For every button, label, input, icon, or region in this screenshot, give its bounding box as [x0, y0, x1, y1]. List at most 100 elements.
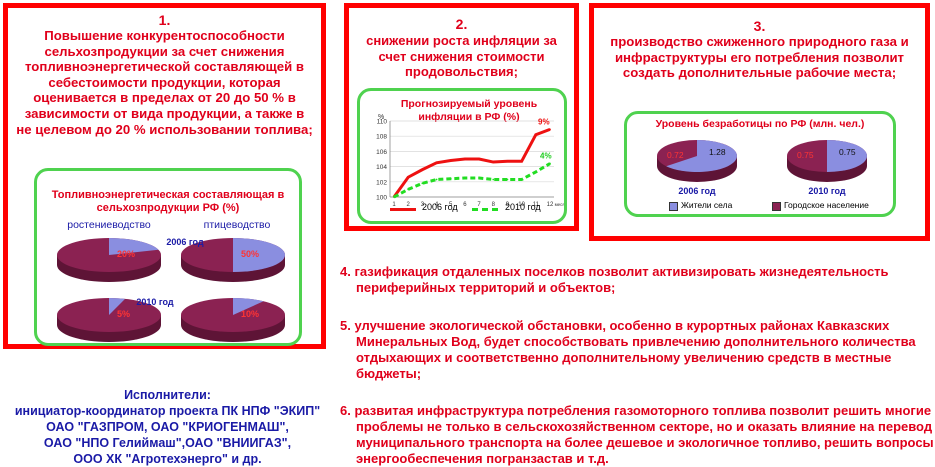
- panel-3-pies: 1.28 0.72 0.75 0.75: [657, 140, 867, 182]
- x-axis-unit-label: месяц: [555, 202, 564, 207]
- label-4-percent: 4%: [540, 152, 552, 161]
- panel-2-text: снижении роста инфляции за счет снижения…: [366, 33, 557, 79]
- legend-2010-label: 2010 год: [505, 202, 541, 212]
- pie-p1-0-label: 20%: [117, 249, 135, 259]
- series-point-0: [478, 158, 480, 160]
- panel-1-pies: 20% 50% 5% 10%: [57, 238, 285, 342]
- pie-p3-0: 1.28 0.72: [657, 140, 737, 182]
- pie-p1-3-label: 10%: [241, 309, 259, 319]
- series-point-1: [449, 177, 452, 180]
- series-point-1: [534, 171, 537, 173]
- pie-p3-0-village-value: 1.28: [709, 147, 726, 157]
- x-tick-label: 4: [435, 202, 439, 208]
- year-2006-label-p1: 2006 год: [166, 237, 204, 247]
- panel-1-text: Повышение конкурентоспособности сельхозп…: [16, 28, 313, 137]
- pie-p3-1-village-value: 0.75: [839, 147, 856, 157]
- y-tick-label: 108: [376, 134, 387, 141]
- y-tick-label: 106: [376, 149, 387, 156]
- pie-p1-1-label: 50%: [241, 249, 259, 259]
- panel-2-number: 2.: [455, 16, 468, 32]
- series-point-1: [421, 182, 424, 185]
- point-5: 5. улучшение экологической обстановки, о…: [340, 318, 916, 381]
- series-line-0: [392, 127, 551, 198]
- series-point-0: [492, 161, 495, 163]
- point-6: 6. развитая инфраструктура потребления г…: [340, 403, 934, 466]
- panel-3-number: 3.: [753, 18, 766, 34]
- panel-1-chart: Топливноэнергетическая составляющая в се…: [34, 168, 302, 346]
- x-tick-label: 9: [506, 202, 510, 208]
- legend-2010-swatch: [472, 208, 498, 211]
- executors-title: Исполнители:: [124, 388, 211, 402]
- series-line-1: [393, 162, 551, 199]
- series-point-0: [407, 176, 410, 179]
- series-point-0: [421, 168, 424, 171]
- series-point-1: [492, 178, 495, 181]
- pie-p1-1-slice: [233, 238, 285, 272]
- series-point-0: [549, 128, 551, 131]
- x-tick-label: 7: [477, 202, 481, 208]
- panel-3-chart: Уровень безработицы по РФ (млн. чел.) 1.…: [624, 111, 896, 217]
- series-point-0: [506, 160, 509, 163]
- year-2006-label-p3: 2006 год: [678, 186, 716, 196]
- series-point-0: [464, 158, 466, 160]
- pie-p1-2: 5%: [57, 298, 161, 342]
- panel-2: 2. снижении роста инфляции за счет сниже…: [344, 3, 579, 231]
- series-point-0: [449, 159, 452, 162]
- series-point-1: [435, 178, 438, 181]
- legend-2006-label: 2006 год: [422, 202, 458, 212]
- x-tick-label: 3: [421, 202, 425, 208]
- pie-p3-1: 0.75 0.75: [787, 140, 867, 182]
- pie-p3-0-city-value: 0.72: [667, 150, 684, 160]
- panel-3: 3. производство сжиженного природного га…: [589, 3, 930, 241]
- pie-p1-2-slice: [109, 298, 126, 315]
- x-tick-label: 12: [547, 202, 554, 208]
- y-axis-label: %: [378, 114, 384, 121]
- year-2010-label-p1: 2010 год: [136, 297, 174, 307]
- label-9-percent: 9%: [538, 117, 550, 126]
- panel-3-text: производство сжиженного природного газа …: [610, 34, 909, 81]
- label-crop: ростениеводство: [67, 219, 151, 231]
- pie-p1-0-slice: [109, 238, 159, 255]
- x-tick-label: 1: [392, 202, 396, 208]
- label-poultry: птицеводство: [203, 219, 271, 231]
- legend-city-label: Городское население: [784, 200, 869, 210]
- pie-p1-3-slice: [233, 298, 264, 315]
- executors-line-3: ОАО "НПО Гелиймаш",ОАО "ВНИИГАЗ",: [43, 436, 292, 450]
- panel-1-chart-title: Топливноэнергетическая составляющая в се…: [51, 189, 285, 214]
- executors-line-1: инициатор-координатор проекта ПК НПФ "ЭК…: [14, 404, 321, 418]
- executors-line-4: ООО ХК "Агротехэнерго" и др.: [73, 452, 262, 466]
- y-tick-label: 100: [376, 195, 387, 202]
- y-tick-label: 104: [376, 164, 387, 171]
- series-point-1: [393, 196, 395, 198]
- x-tick-label: 11: [533, 202, 540, 208]
- series-point-0: [435, 161, 438, 164]
- x-tick-label: 10: [518, 202, 525, 208]
- panel-1-number: 1.: [158, 12, 171, 28]
- y-tick-label: 102: [376, 179, 387, 186]
- legend-2006-swatch: [390, 208, 416, 211]
- panel-1: 1. Повышение конкурентоспособности сельх…: [3, 3, 326, 349]
- pie-p1-0: 20%: [57, 238, 161, 282]
- y-tick-label: 110: [377, 119, 388, 126]
- legend-city-swatch: [772, 202, 781, 211]
- series-point-1: [506, 178, 509, 181]
- year-2010-label-p3: 2010 год: [808, 186, 846, 196]
- series-point-1: [478, 177, 480, 179]
- series-point-1: [464, 177, 466, 179]
- x-tick-label: 2: [407, 202, 411, 208]
- series-point-1: [549, 162, 551, 165]
- pie-p3-1-slice: [827, 140, 867, 172]
- executors-line-2: ОАО "ГАЗПРОМ, ОАО "КРИОГЕНМАШ",: [46, 420, 289, 434]
- legend-village-swatch: [669, 202, 678, 211]
- pie-p3-1-city-value: 0.75: [797, 150, 814, 160]
- x-tick-label: 8: [492, 202, 496, 208]
- pie-p1-1: 50%: [181, 238, 285, 282]
- panel-2-chart-title: Прогнозируемый уровень инфляции в РФ (%): [400, 98, 538, 123]
- point-4: 4. газификация отдаленных поселков позво…: [340, 264, 889, 295]
- series-point-0: [534, 133, 537, 136]
- inflation-line-chart: %100102104106108110123456789101112месяц9…: [376, 114, 564, 208]
- pie-p1-2-label: 5%: [117, 309, 130, 319]
- series-point-1: [407, 188, 410, 191]
- x-tick-label: 6: [463, 202, 467, 208]
- pie-p1-3: 10%: [181, 298, 285, 342]
